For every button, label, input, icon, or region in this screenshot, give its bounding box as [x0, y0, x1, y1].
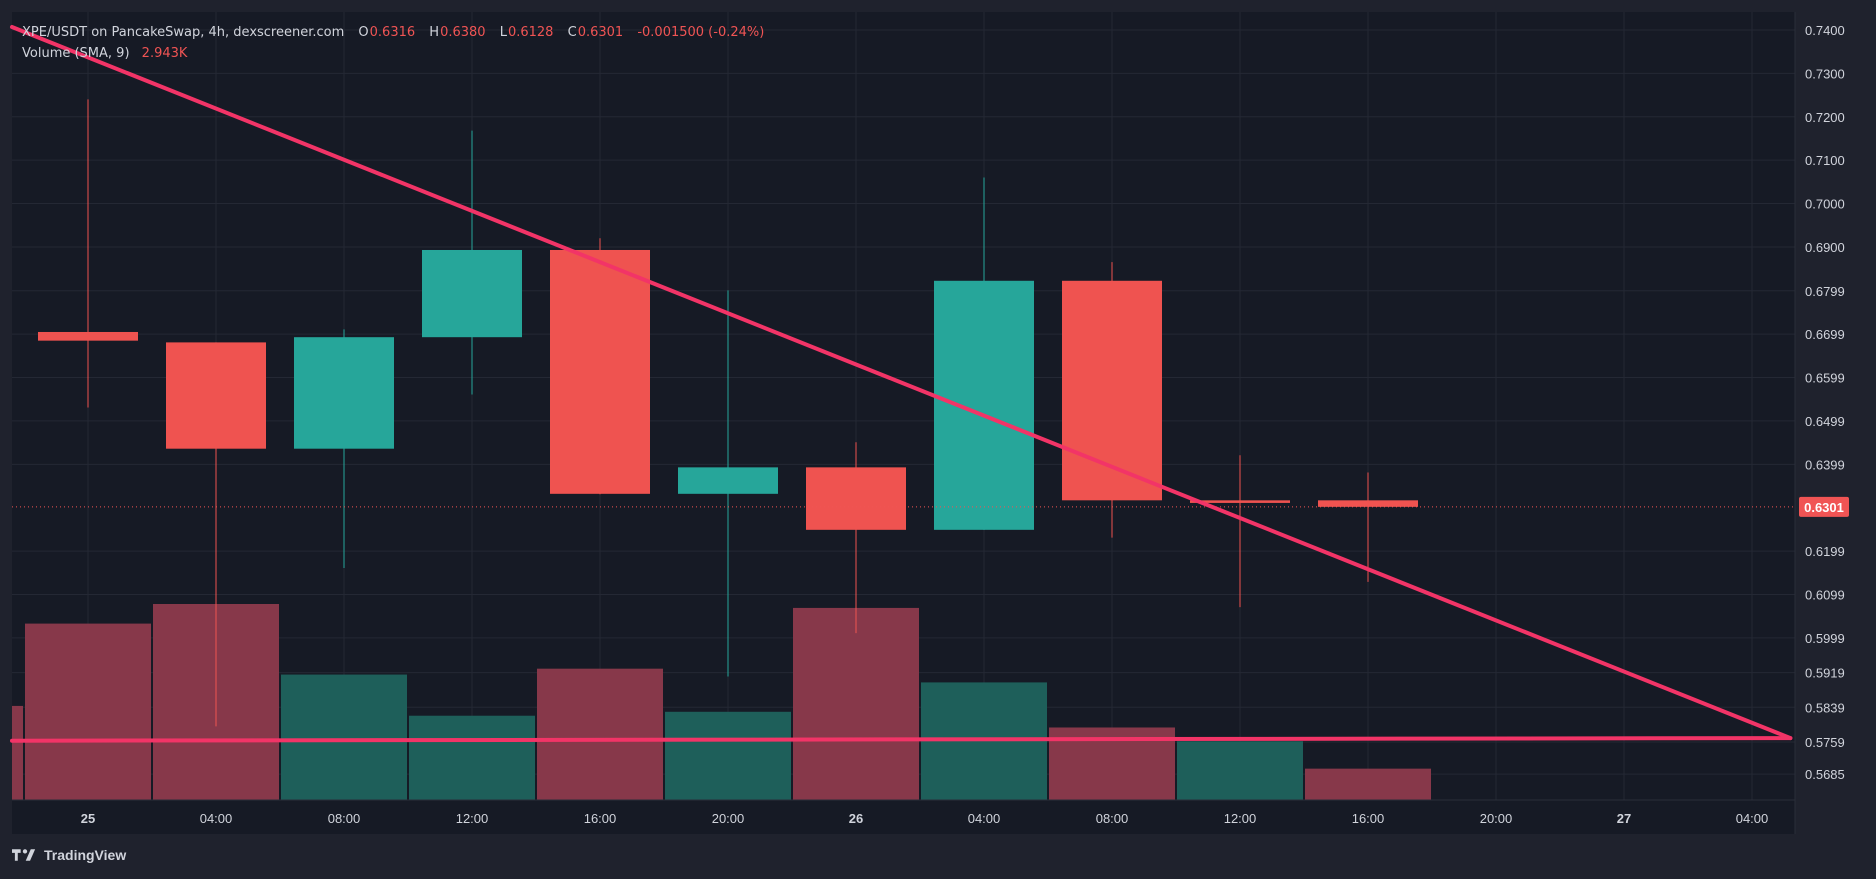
time-tick-label: 16:00 — [1352, 811, 1385, 826]
last-price-label: 0.6301 — [1804, 500, 1844, 515]
volume-bar — [1177, 741, 1303, 800]
price-tick-label: 0.7300 — [1805, 66, 1845, 81]
candle-body[interactable] — [678, 467, 778, 494]
volume-label: Volume (SMA, 9) — [22, 46, 130, 61]
candle-body[interactable] — [166, 342, 266, 449]
close-value: 0.6301 — [577, 25, 624, 40]
price-tick-label: 0.6799 — [1805, 284, 1845, 299]
time-tick-label: 04:00 — [200, 811, 233, 826]
time-tick-label: 25 — [81, 811, 95, 826]
price-tick-label: 0.6099 — [1805, 587, 1845, 602]
time-tick-label: 26 — [849, 811, 863, 826]
time-tick-label: 04:00 — [1736, 811, 1769, 826]
time-tick-label: 16:00 — [584, 811, 617, 826]
price-scale[interactable]: 0.7400 0.7300 0.7200 0.7100 0.7000 0.6900 0.67… — [1805, 23, 1845, 782]
price-tick-label: 0.6199 — [1805, 544, 1845, 559]
candles — [38, 99, 1418, 727]
time-tick-label: 04:00 — [968, 811, 1001, 826]
time-tick-label: 20:00 — [1480, 811, 1513, 826]
candle-body[interactable] — [1062, 280, 1162, 501]
chart-legend: XPE/USDT on PancakeSwap, 4h, dexscreener… — [22, 22, 764, 64]
volume-bar — [281, 674, 407, 800]
volume-bar — [665, 711, 791, 800]
price-tick-label: 0.7000 — [1805, 197, 1845, 212]
candle-body[interactable] — [294, 337, 394, 449]
open-key: O — [358, 25, 369, 40]
time-tick-label: 20:00 — [712, 811, 745, 826]
price-tick-label: 0.7100 — [1805, 153, 1845, 168]
price-tick-label: 0.7200 — [1805, 110, 1845, 125]
price-tick-label: 0.5919 — [1805, 666, 1845, 681]
price-tick-label: 0.5759 — [1805, 735, 1845, 750]
time-tick-label: 27 — [1617, 811, 1631, 826]
pair-title: XPE/USDT on PancakeSwap, 4h, dexscreener… — [22, 25, 345, 40]
price-tick-label: 0.6399 — [1805, 457, 1845, 472]
price-tick-label: 0.6699 — [1805, 327, 1845, 342]
price-tick-label: 0.5685 — [1805, 767, 1845, 782]
volume-bar — [1305, 768, 1431, 800]
descending-trendline[interactable] — [10, 24, 1793, 741]
volume-bar — [793, 607, 919, 800]
tradingview-brand[interactable]: TradingView — [12, 847, 126, 863]
price-tick-label: 0.6900 — [1805, 240, 1845, 255]
volume-bars — [12, 604, 1431, 800]
trendlines[interactable] — [10, 24, 1793, 743]
time-scale[interactable]: 25 04:00 08:00 12:00 16:00 20:00 26 04:00 08:00 1… — [81, 811, 1769, 826]
horizontal-support-line[interactable] — [10, 736, 1793, 743]
low-key: L — [499, 25, 507, 40]
time-tick-label: 12:00 — [456, 811, 489, 826]
candle-body[interactable] — [1190, 500, 1290, 503]
volume-bar — [409, 715, 535, 800]
tradingview-logo-icon — [12, 849, 36, 861]
low-value: 0.6128 — [507, 25, 554, 40]
last-price-tag: 0.6301 — [1799, 496, 1849, 517]
candle-body[interactable] — [38, 331, 138, 341]
price-tick-label: 0.6599 — [1805, 371, 1845, 386]
candle-body[interactable] — [806, 467, 906, 530]
volume-row: Volume (SMA, 9) 2.943K — [22, 43, 764, 64]
price-tick-label: 0.7400 — [1805, 23, 1845, 38]
time-tick-label: 08:00 — [1096, 811, 1129, 826]
volume-value: 2.943K — [141, 46, 188, 61]
brand-name: TradingView — [44, 847, 127, 863]
candle-body[interactable] — [934, 280, 1034, 530]
high-key: H — [429, 25, 440, 40]
volume-bar — [537, 668, 663, 800]
price-tick-label: 0.6499 — [1805, 414, 1845, 429]
ohlc-row: XPE/USDT on PancakeSwap, 4h, dexscreener… — [22, 22, 764, 43]
price-tick-label: 0.5999 — [1805, 631, 1845, 646]
volume-bar — [12, 705, 23, 800]
high-value: 0.6380 — [440, 25, 486, 40]
close-key: C — [567, 25, 577, 40]
change-value: -0.001500 (-0.24%) — [637, 25, 765, 40]
candle-body[interactable] — [422, 249, 522, 338]
time-tick-label: 12:00 — [1224, 811, 1257, 826]
candle-body[interactable] — [1318, 500, 1418, 507]
price-tick-label: 0.5839 — [1805, 700, 1845, 715]
time-tick-label: 08:00 — [328, 811, 361, 826]
volume-bar — [25, 623, 151, 800]
open-value: 0.6316 — [369, 25, 416, 40]
candle-body[interactable] — [550, 249, 650, 494]
